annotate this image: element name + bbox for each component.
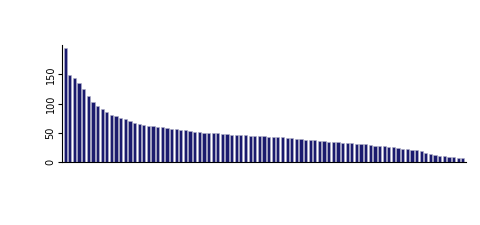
Bar (263, 136, 265, 162)
Bar (350, 143, 353, 162)
Bar (119, 117, 122, 162)
Bar (309, 140, 312, 162)
Bar (156, 127, 159, 162)
Bar (452, 157, 455, 162)
Bar (128, 121, 132, 162)
Bar (336, 142, 340, 162)
Bar (198, 132, 201, 162)
Bar (193, 132, 196, 162)
Bar (202, 133, 205, 162)
Bar (318, 141, 321, 162)
Bar (138, 124, 141, 162)
Bar (105, 112, 108, 162)
Bar (68, 75, 72, 162)
Bar (401, 148, 404, 162)
Bar (165, 128, 168, 162)
Bar (300, 139, 302, 162)
Bar (415, 150, 418, 162)
Bar (281, 137, 284, 162)
Bar (216, 133, 219, 162)
Bar (147, 126, 150, 162)
Bar (207, 133, 210, 162)
Bar (96, 106, 99, 162)
Bar (378, 146, 381, 162)
Bar (327, 142, 330, 162)
Bar (110, 115, 113, 162)
Bar (100, 109, 104, 162)
Bar (244, 135, 247, 162)
Bar (82, 89, 85, 162)
Bar (170, 129, 173, 162)
Bar (179, 130, 182, 162)
Bar (295, 139, 298, 162)
Bar (387, 147, 390, 162)
Bar (304, 140, 307, 162)
Bar (406, 149, 409, 162)
Bar (226, 134, 228, 162)
Bar (188, 131, 192, 162)
Bar (124, 119, 127, 162)
Bar (355, 144, 358, 162)
Bar (161, 128, 164, 162)
Bar (77, 83, 81, 162)
Bar (91, 102, 95, 162)
Bar (332, 142, 335, 162)
Bar (443, 156, 446, 162)
Bar (373, 146, 377, 162)
Bar (258, 136, 261, 162)
Bar (253, 136, 256, 162)
Bar (420, 151, 423, 162)
Bar (267, 137, 270, 162)
Bar (286, 138, 289, 162)
Bar (429, 154, 432, 162)
Bar (341, 143, 344, 162)
Bar (346, 143, 349, 162)
Bar (184, 130, 187, 162)
Bar (438, 155, 441, 162)
Bar (151, 126, 155, 162)
Bar (133, 123, 136, 162)
Bar (323, 141, 326, 162)
Bar (369, 145, 372, 162)
Bar (364, 144, 367, 162)
Bar (175, 129, 178, 162)
Bar (114, 116, 118, 162)
Bar (424, 153, 428, 162)
Bar (87, 97, 90, 162)
Bar (142, 125, 145, 162)
Bar (272, 137, 275, 162)
Bar (230, 135, 233, 162)
Bar (221, 134, 224, 162)
Bar (447, 157, 451, 162)
Bar (383, 146, 386, 162)
Bar (73, 78, 76, 162)
Bar (396, 148, 400, 162)
Bar (433, 155, 437, 162)
Bar (456, 158, 460, 162)
Bar (249, 136, 252, 162)
Bar (63, 48, 67, 162)
Bar (290, 138, 293, 162)
Bar (392, 147, 395, 162)
Bar (360, 144, 363, 162)
Bar (239, 135, 242, 162)
Bar (461, 158, 465, 162)
Bar (410, 150, 414, 162)
Bar (235, 135, 238, 162)
Bar (212, 133, 215, 162)
Bar (276, 137, 279, 162)
Bar (313, 140, 316, 162)
